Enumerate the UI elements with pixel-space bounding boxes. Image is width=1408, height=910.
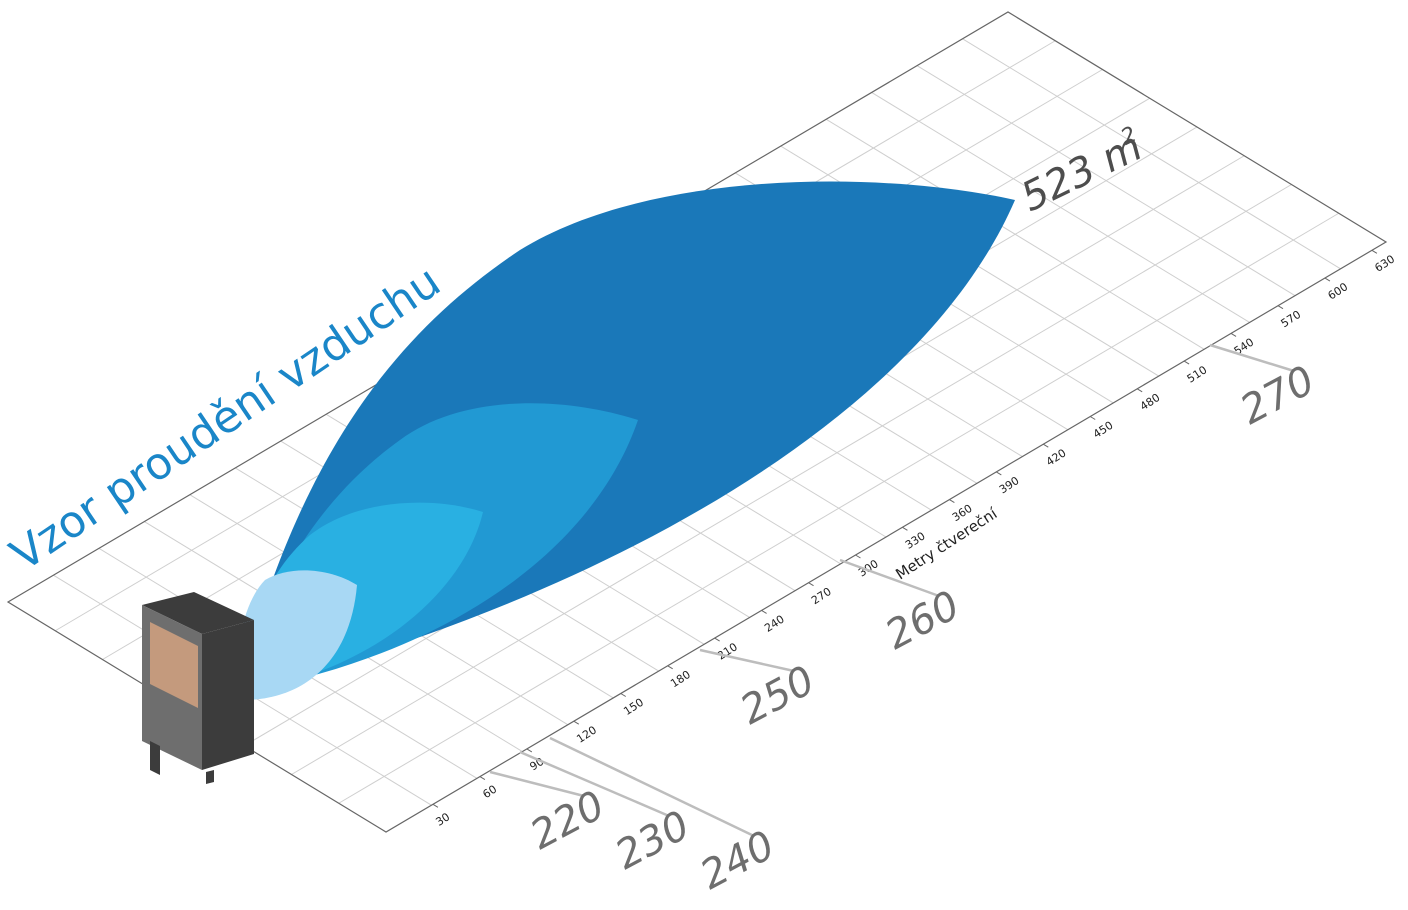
model-label: 230 — [608, 802, 697, 878]
axis-tick-mark — [855, 554, 861, 559]
axis-tick-mark — [1277, 305, 1284, 310]
model-label: 240 — [693, 822, 782, 898]
plume-tiny — [236, 570, 357, 701]
axis-tick-mark — [620, 693, 626, 697]
air-unit-icon — [142, 592, 254, 784]
axis-tick-mark — [1324, 277, 1331, 282]
axis-tick-label: 150 — [621, 696, 646, 718]
axis-tick-mark — [1136, 388, 1143, 393]
axis-tick-mark — [1371, 249, 1378, 254]
model-leader-line — [489, 770, 585, 798]
model-label: 270 — [1233, 357, 1322, 433]
model-label: 260 — [878, 582, 967, 658]
axis-tick-mark — [1089, 416, 1096, 420]
axis-tick-label: 390 — [997, 474, 1022, 496]
model-leader-line — [839, 558, 940, 598]
model-leader-line — [1209, 343, 1295, 373]
grid-line — [291, 184, 1292, 775]
axis-tick-mark — [808, 582, 814, 587]
axis-tick-label: 420 — [1044, 446, 1069, 468]
axis-tick-label: 510 — [1185, 363, 1210, 385]
axis-tick-label: 450 — [1091, 419, 1116, 441]
axis-tick-label: 480 — [1138, 391, 1163, 413]
axis-tick-mark — [526, 748, 533, 753]
axis-tick-mark — [761, 609, 767, 614]
axis-tick-label: 570 — [1279, 308, 1304, 330]
axis-tick-mark — [432, 803, 439, 808]
axis-tick-mark — [479, 776, 486, 781]
axis-tick-mark — [1043, 443, 1049, 448]
axis-tick-mark — [996, 471, 1002, 476]
model-label: 220 — [523, 782, 612, 858]
axis-tick-label: 120 — [574, 723, 599, 745]
axis-tick-label: 60 — [480, 783, 499, 802]
axis-tick-label: 600 — [1326, 280, 1351, 302]
axis-tick-label: 180 — [668, 668, 693, 690]
model-leader-line — [519, 750, 670, 818]
grid-line — [338, 212, 1340, 804]
axis-tick-label: 240 — [762, 613, 787, 635]
axis-tick-mark — [1183, 360, 1190, 365]
model-leader-line — [549, 736, 755, 838]
axis-tick-mark — [1230, 332, 1237, 337]
axis-tick-label: 630 — [1372, 252, 1397, 274]
axis-tick-mark — [902, 526, 908, 531]
axis-tick-mark — [714, 637, 720, 642]
axis-tick-mark — [573, 720, 580, 725]
axis-tick-label: 270 — [809, 585, 834, 607]
axis-tick-mark — [949, 499, 955, 504]
axis-tick-label: 30 — [434, 810, 453, 829]
axis-tick-label: 90 — [527, 755, 546, 774]
model-label: 250 — [733, 657, 822, 733]
axis-tick-mark — [667, 665, 673, 670]
model-leader-line — [699, 648, 795, 673]
